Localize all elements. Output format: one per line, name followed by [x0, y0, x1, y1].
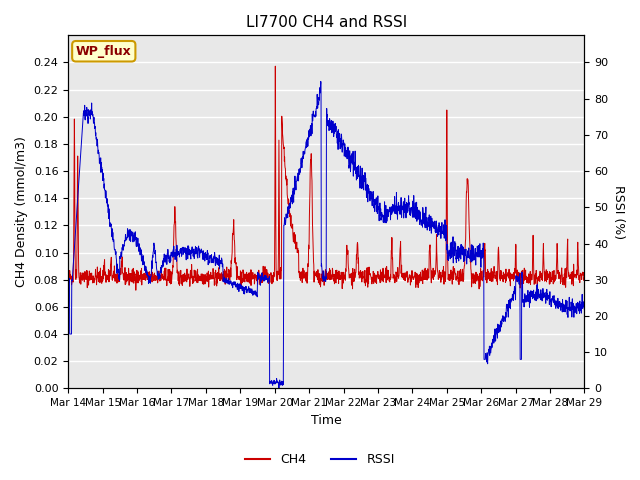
- CH4: [64, 272, 72, 278]
- CH4: [566, 273, 573, 279]
- RSSI: [566, 304, 573, 310]
- CH4: [91, 276, 99, 281]
- CH4: [316, 276, 324, 282]
- RSSI: [580, 307, 588, 313]
- RSSI: [316, 90, 323, 96]
- Line: CH4: CH4: [68, 66, 584, 290]
- CH4: [302, 278, 310, 284]
- Legend: CH4, RSSI: CH4, RSSI: [240, 448, 400, 471]
- RSSI: [472, 246, 479, 252]
- X-axis label: Time: Time: [311, 414, 342, 427]
- RSSI: [64, 278, 72, 284]
- RSSI: [566, 308, 574, 314]
- RSSI: [91, 120, 99, 125]
- RSSI: [275, 385, 283, 391]
- Title: LI7700 CH4 and RSSI: LI7700 CH4 and RSSI: [246, 15, 407, 30]
- CH4: [472, 281, 479, 287]
- CH4: [132, 288, 140, 293]
- RSSI: [317, 79, 324, 84]
- Line: RSSI: RSSI: [68, 82, 584, 388]
- RSSI: [302, 144, 310, 149]
- Text: WP_flux: WP_flux: [76, 45, 132, 58]
- Y-axis label: CH4 Density (mmol/m3): CH4 Density (mmol/m3): [15, 136, 28, 287]
- Y-axis label: RSSI (%): RSSI (%): [612, 185, 625, 239]
- CH4: [580, 277, 588, 283]
- CH4: [566, 276, 574, 281]
- CH4: [271, 63, 279, 69]
